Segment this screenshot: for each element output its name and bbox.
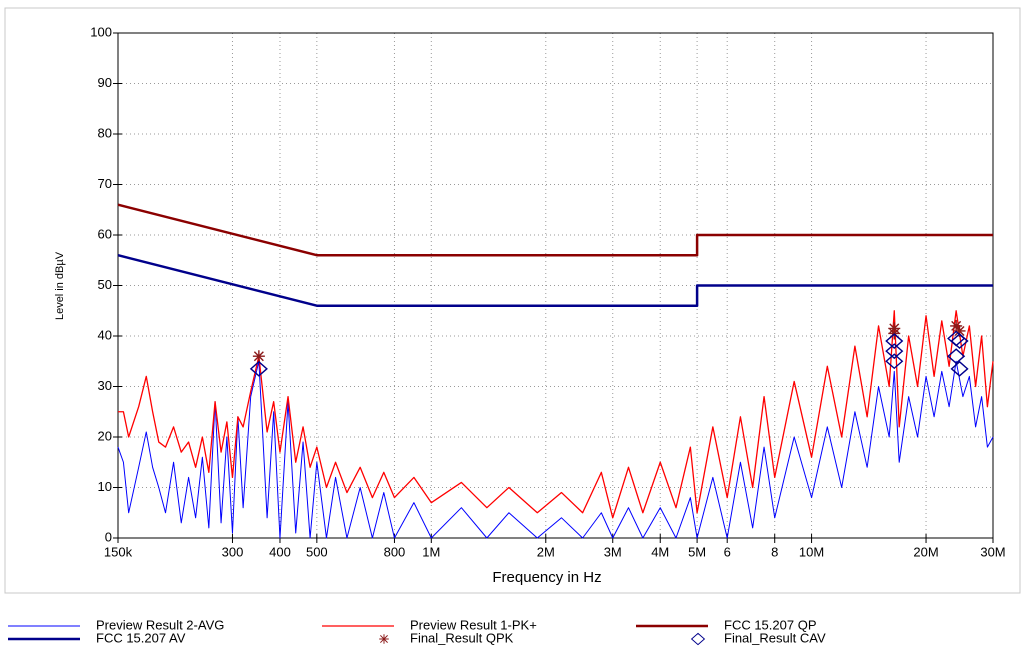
legend-label: Final_Result CAV <box>724 630 826 645</box>
marker <box>885 343 904 360</box>
legend-marker <box>690 632 706 646</box>
series-line <box>117 203 993 257</box>
y-axis-label: Level in dBµV <box>54 251 66 320</box>
marker <box>885 333 904 349</box>
y-tick-label: 10 <box>98 479 112 494</box>
x-tick-label: 10M <box>799 544 824 559</box>
legend-label: FCC 15.207 QP <box>724 617 817 632</box>
series-line <box>117 253 993 307</box>
x-tick-label: 4M <box>651 544 669 559</box>
x-tick-label: 150k <box>104 544 133 559</box>
marker <box>950 360 969 377</box>
marker <box>950 319 963 332</box>
y-tick-label: 70 <box>98 176 112 191</box>
marker <box>953 324 966 337</box>
y-tick-label: 20 <box>98 428 112 443</box>
series-line <box>118 310 994 519</box>
x-tick-label: 20M <box>913 544 938 559</box>
legend-marker <box>379 634 389 644</box>
x-tick-label: 1M <box>422 544 440 559</box>
series-line <box>117 360 994 539</box>
y-tick-label: 0 <box>105 529 112 544</box>
marker <box>249 360 268 377</box>
legend-label: Final_Result QPK <box>410 630 514 645</box>
marker <box>252 350 265 363</box>
y-tick-label: 80 <box>98 125 112 140</box>
x-tick-label: 500 <box>306 544 328 559</box>
chart-frame <box>4 7 1021 594</box>
x-tick-label: 30M <box>980 544 1005 559</box>
y-tick-label: 50 <box>98 277 112 292</box>
y-tick-label: 30 <box>98 378 112 393</box>
marker <box>950 333 969 349</box>
marker <box>947 348 966 365</box>
y-tick-label: 100 <box>90 24 112 39</box>
marker <box>885 353 904 370</box>
x-tick-label: 300 <box>222 544 244 559</box>
legend-label: Preview Result 1-PK+ <box>410 617 537 632</box>
y-tick-label: 90 <box>98 75 112 90</box>
y-tick-label: 60 <box>98 226 112 241</box>
legend-label: FCC 15.207 AV <box>96 630 186 645</box>
x-tick-label: 800 <box>384 544 406 559</box>
x-tick-label: 8 <box>771 544 778 559</box>
x-tick-label: 5M <box>688 544 706 559</box>
x-axis-label: Frequency in Hz <box>492 569 601 586</box>
legend-label: Preview Result 2-AVG <box>96 617 224 632</box>
x-tick-label: 3M <box>604 544 622 559</box>
y-tick-label: 40 <box>98 327 112 342</box>
x-tick-label: 2M <box>537 544 555 559</box>
x-tick-label: 6 <box>724 544 731 559</box>
x-tick-label: 400 <box>269 544 291 559</box>
